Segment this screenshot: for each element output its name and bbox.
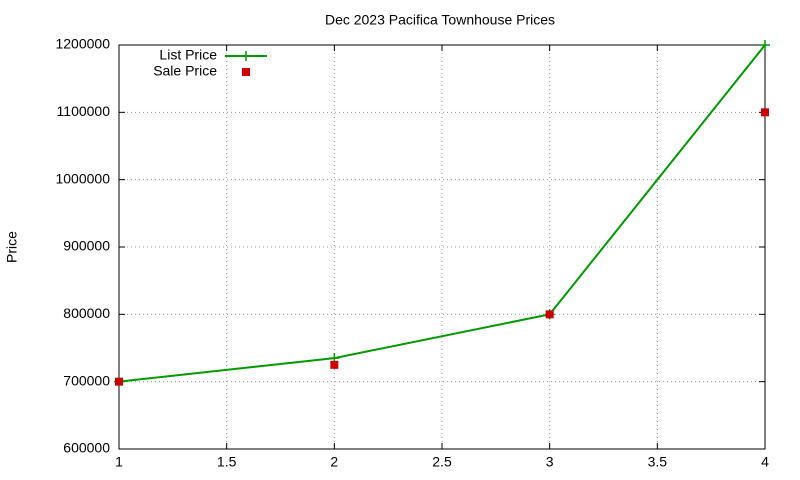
plot-border	[118, 44, 766, 450]
y-tick-label: 800000	[63, 305, 110, 321]
y-tick-label: 700000	[63, 372, 110, 388]
x-tick-label: 2	[330, 454, 338, 470]
marker	[330, 360, 339, 369]
legend-label: List Price	[159, 47, 217, 63]
y-axis-label: Price	[4, 231, 20, 263]
legend-marker	[242, 68, 250, 76]
marker	[761, 108, 769, 117]
marker	[545, 310, 554, 319]
y-tick-label: 1000000	[55, 170, 110, 186]
y-tick-label: 600000	[63, 440, 110, 456]
x-tick-label: 1	[115, 454, 123, 470]
chart-title: Dec 2023 Pacifica Townhouse Prices	[325, 12, 555, 28]
series-line	[118, 44, 766, 383]
x-tick-label: 3.5	[648, 454, 668, 470]
x-tick-label: 1.5	[217, 454, 237, 470]
marker	[760, 40, 770, 50]
marker	[115, 377, 123, 386]
y-tick-label: 1100000	[57, 103, 111, 119]
y-tick-label: 900000	[63, 238, 110, 254]
y-tick-label: 1200000	[55, 36, 110, 52]
x-tick-label: 3	[546, 454, 554, 470]
legend-marker	[241, 51, 251, 61]
x-tick-label: 4	[761, 454, 769, 470]
legend-label: Sale Price	[153, 63, 217, 79]
x-tick-label: 2.5	[432, 454, 452, 470]
